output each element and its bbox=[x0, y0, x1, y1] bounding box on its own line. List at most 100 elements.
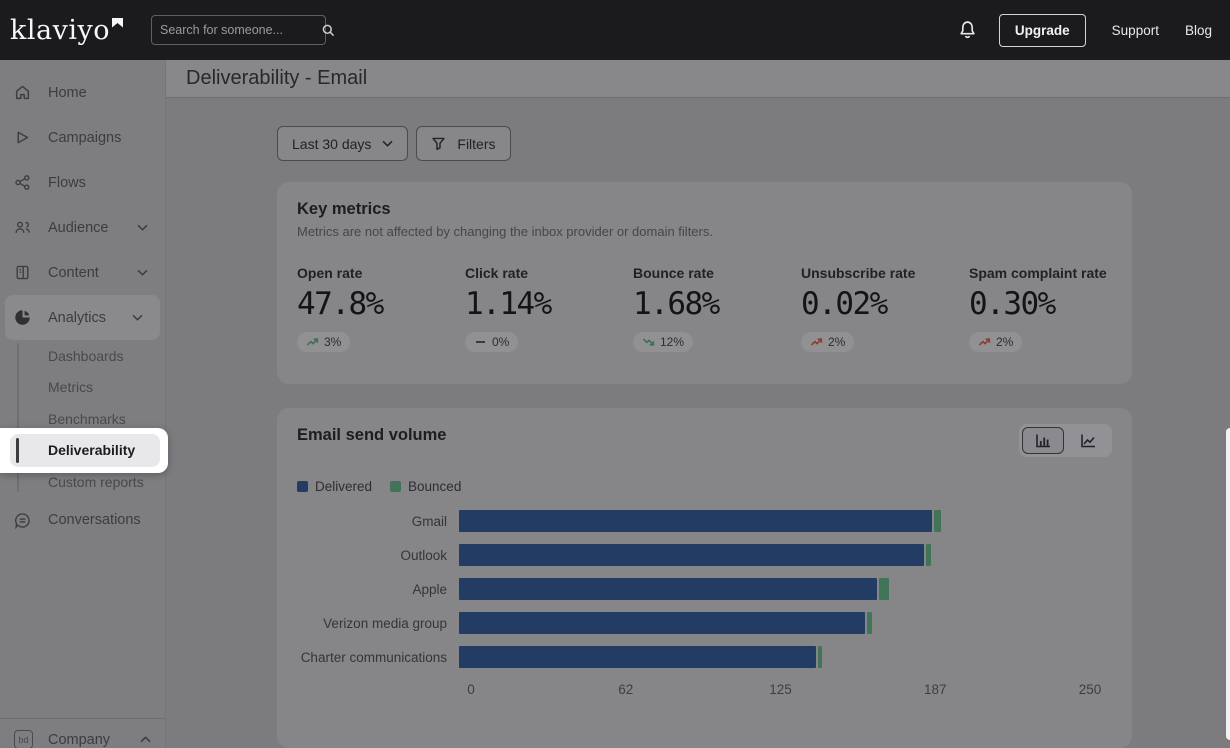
key-metrics-title: Key metrics bbox=[297, 200, 391, 218]
chart-row: Outlook bbox=[297, 544, 1112, 566]
subnav-rail bbox=[17, 343, 19, 492]
metric-label: Bounce rate bbox=[633, 265, 714, 281]
sidebar-item-home[interactable]: Home bbox=[0, 70, 165, 115]
metric-delta: 2% bbox=[828, 335, 846, 349]
sidebar-item-label: Company bbox=[48, 731, 111, 748]
legend-swatch bbox=[297, 481, 308, 492]
support-link[interactable]: Support bbox=[1111, 22, 1159, 38]
bar-chart-icon bbox=[1036, 434, 1050, 447]
bar-segment-bounced bbox=[926, 544, 932, 566]
legend-item-delivered[interactable]: Delivered bbox=[297, 479, 372, 494]
bar-segment-bounced bbox=[867, 612, 872, 634]
category-label: Charter communications bbox=[300, 649, 447, 665]
bar-segment-delivered bbox=[459, 578, 878, 600]
legend-item-bounced[interactable]: Bounced bbox=[390, 479, 461, 494]
bar-track bbox=[459, 578, 1078, 600]
metric-label: Spam complaint rate bbox=[969, 265, 1107, 281]
chevron-down-icon bbox=[137, 269, 148, 276]
filters-button[interactable]: Filters bbox=[416, 126, 511, 161]
key-metrics-subtitle: Metrics are not affected by changing the… bbox=[297, 224, 713, 239]
sidebar-item-metrics[interactable]: Metrics bbox=[48, 379, 94, 396]
legend-label: Bounced bbox=[408, 479, 462, 494]
logo-text: klaviyo bbox=[10, 14, 110, 46]
trend-up-icon bbox=[306, 338, 319, 346]
upgrade-button[interactable]: Upgrade bbox=[998, 13, 1086, 47]
metric-label: Open rate bbox=[297, 265, 363, 281]
sidebar-item-label: Content bbox=[48, 264, 99, 281]
sidebar-item-dashboards[interactable]: Dashboards bbox=[48, 347, 124, 364]
chart-row: Charter communications bbox=[297, 646, 1112, 668]
chevron-up-icon bbox=[140, 736, 151, 743]
bar-segment-bounced bbox=[879, 578, 890, 600]
metric-bounce-rate: Bounce rate 1.68% 12% bbox=[633, 265, 801, 353]
page-header: Deliverability - Email bbox=[166, 60, 1230, 98]
bar-segment-bounced bbox=[817, 646, 823, 668]
sidebar-item-label: Deliverability bbox=[48, 442, 136, 458]
sidebar-item-label: Conversations bbox=[48, 512, 141, 528]
bar-segment-bounced bbox=[933, 510, 942, 532]
category-label: Verizon media group bbox=[323, 615, 447, 631]
metric-value: 0.30% bbox=[969, 286, 1056, 322]
trend-up-icon bbox=[978, 338, 991, 346]
campaigns-send-icon bbox=[14, 129, 31, 146]
sidebar-item-campaigns[interactable]: Campaigns bbox=[0, 115, 165, 160]
content-document-icon bbox=[14, 264, 31, 281]
sidebar-item-analytics[interactable]: Analytics bbox=[5, 295, 160, 340]
global-search bbox=[151, 15, 335, 45]
tour-spotlight: Deliverability bbox=[0, 427, 168, 473]
date-range-dropdown[interactable]: Last 30 days bbox=[277, 126, 409, 161]
send-volume-title: Email send volume bbox=[297, 426, 447, 444]
sidebar-item-flows[interactable]: Flows bbox=[0, 160, 165, 205]
search-input[interactable] bbox=[160, 23, 321, 37]
axis-tick-label: 125 bbox=[769, 682, 792, 697]
metric-value: 0.02% bbox=[801, 286, 888, 322]
bar-track bbox=[459, 544, 1078, 566]
sidebar-item-label: Analytics bbox=[48, 309, 107, 326]
line-chart-icon bbox=[1081, 434, 1095, 447]
funnel-icon bbox=[432, 137, 446, 151]
chart-row: Apple bbox=[297, 578, 1112, 600]
bar-segment-delivered bbox=[459, 510, 932, 532]
notifications-bell-icon[interactable] bbox=[958, 20, 977, 40]
metric-trend-badge: 0% bbox=[465, 332, 519, 352]
page-title: Deliverability - Email bbox=[186, 67, 368, 89]
category-label: Gmail bbox=[411, 513, 447, 529]
chevron-down-icon bbox=[132, 314, 143, 321]
analytics-pie-icon bbox=[14, 309, 31, 326]
filter-controls: Last 30 days Filters bbox=[277, 126, 1132, 161]
sidebar-item-content[interactable]: Content bbox=[0, 250, 165, 295]
chart-row: Gmail bbox=[297, 510, 1112, 532]
bar-track bbox=[459, 510, 1078, 532]
bar-chart-toggle-button[interactable] bbox=[1022, 427, 1064, 454]
bar-segment-delivered bbox=[459, 612, 866, 634]
trend-down-icon bbox=[642, 338, 655, 346]
key-metrics-card: Key metrics Metrics are not affected by … bbox=[277, 182, 1132, 384]
chart-row: Verizon media group bbox=[297, 612, 1112, 634]
main-content: Deliverability - Email Last 30 days Filt… bbox=[166, 60, 1230, 748]
metric-label: Unsubscribe rate bbox=[801, 265, 916, 281]
sidebar-item-label: Home bbox=[48, 84, 87, 101]
sidebar-item-label: Audience bbox=[48, 219, 109, 236]
sidebar-item-deliverability[interactable]: Deliverability bbox=[10, 433, 160, 467]
bar-chart: Gmail Outlook Apple Verizon media group Char… bbox=[297, 510, 1112, 668]
date-range-value: Last 30 days bbox=[292, 135, 372, 152]
sidebar-item-label: Campaigns bbox=[48, 129, 122, 146]
metric-delta: 2% bbox=[996, 335, 1014, 349]
home-icon bbox=[14, 84, 31, 101]
tour-tooltip-edge bbox=[1226, 428, 1230, 740]
bar-segment-delivered bbox=[459, 544, 925, 566]
search-icon[interactable] bbox=[321, 23, 336, 38]
line-chart-toggle-button[interactable] bbox=[1067, 427, 1109, 454]
sidebar-item-benchmarks[interactable]: Benchmarks bbox=[48, 410, 126, 427]
sidebar-item-custom-reports[interactable]: Custom reports bbox=[48, 473, 144, 490]
blog-link[interactable]: Blog bbox=[1184, 22, 1212, 38]
axis-tick-label: 62 bbox=[618, 682, 634, 697]
company-avatar: bd bbox=[14, 730, 33, 748]
sidebar-item-audience[interactable]: Audience bbox=[0, 205, 165, 250]
sidebar-item-company[interactable]: bd Company bbox=[0, 718, 165, 748]
metric-delta: 3% bbox=[324, 335, 342, 349]
sidebar-item-conversations[interactable]: Conversations bbox=[0, 498, 165, 543]
klaviyo-logo[interactable]: klaviyo bbox=[10, 15, 123, 46]
flows-share-icon bbox=[14, 174, 31, 191]
filters-label: Filters bbox=[457, 135, 496, 152]
